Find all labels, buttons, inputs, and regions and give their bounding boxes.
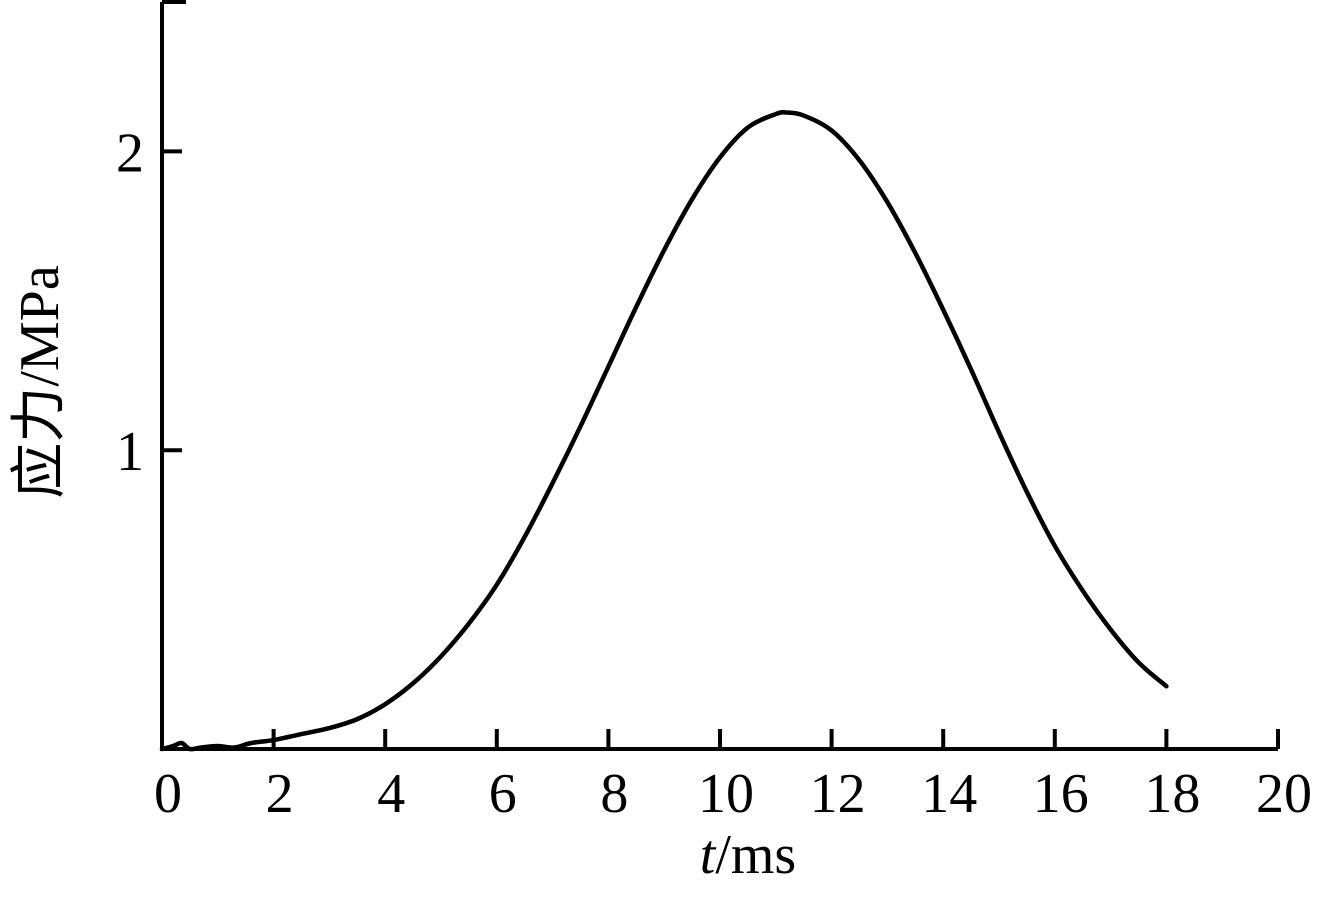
x-tick-label: 0 (154, 763, 182, 825)
x-tick-label: 2 (266, 763, 294, 825)
x-axis-title-unit: /ms (715, 824, 796, 886)
x-tick-label: 16 (1033, 763, 1089, 825)
ticks (162, 149, 1280, 749)
axes (160, 0, 1278, 751)
x-axis-title-italic: t (700, 824, 717, 886)
stress-series-line (159, 110, 1169, 752)
x-tick-label: 12 (810, 763, 866, 825)
x-tick-label: 8 (600, 763, 628, 825)
x-tick-label: 6 (489, 763, 517, 825)
x-tick-label: 14 (921, 763, 977, 825)
x-tick-label: 10 (698, 763, 754, 825)
x-axis-title: t/ms (700, 824, 796, 886)
y-tick-label: 2 (116, 122, 144, 184)
x-tick-label: 20 (1256, 763, 1312, 825)
x-tick-label: 18 (1144, 763, 1200, 825)
x-tick-label: 4 (377, 763, 405, 825)
y-axis-title: 应力/MPa (9, 265, 71, 498)
y-tick-label: 1 (116, 421, 144, 483)
series-layer (159, 110, 1169, 752)
